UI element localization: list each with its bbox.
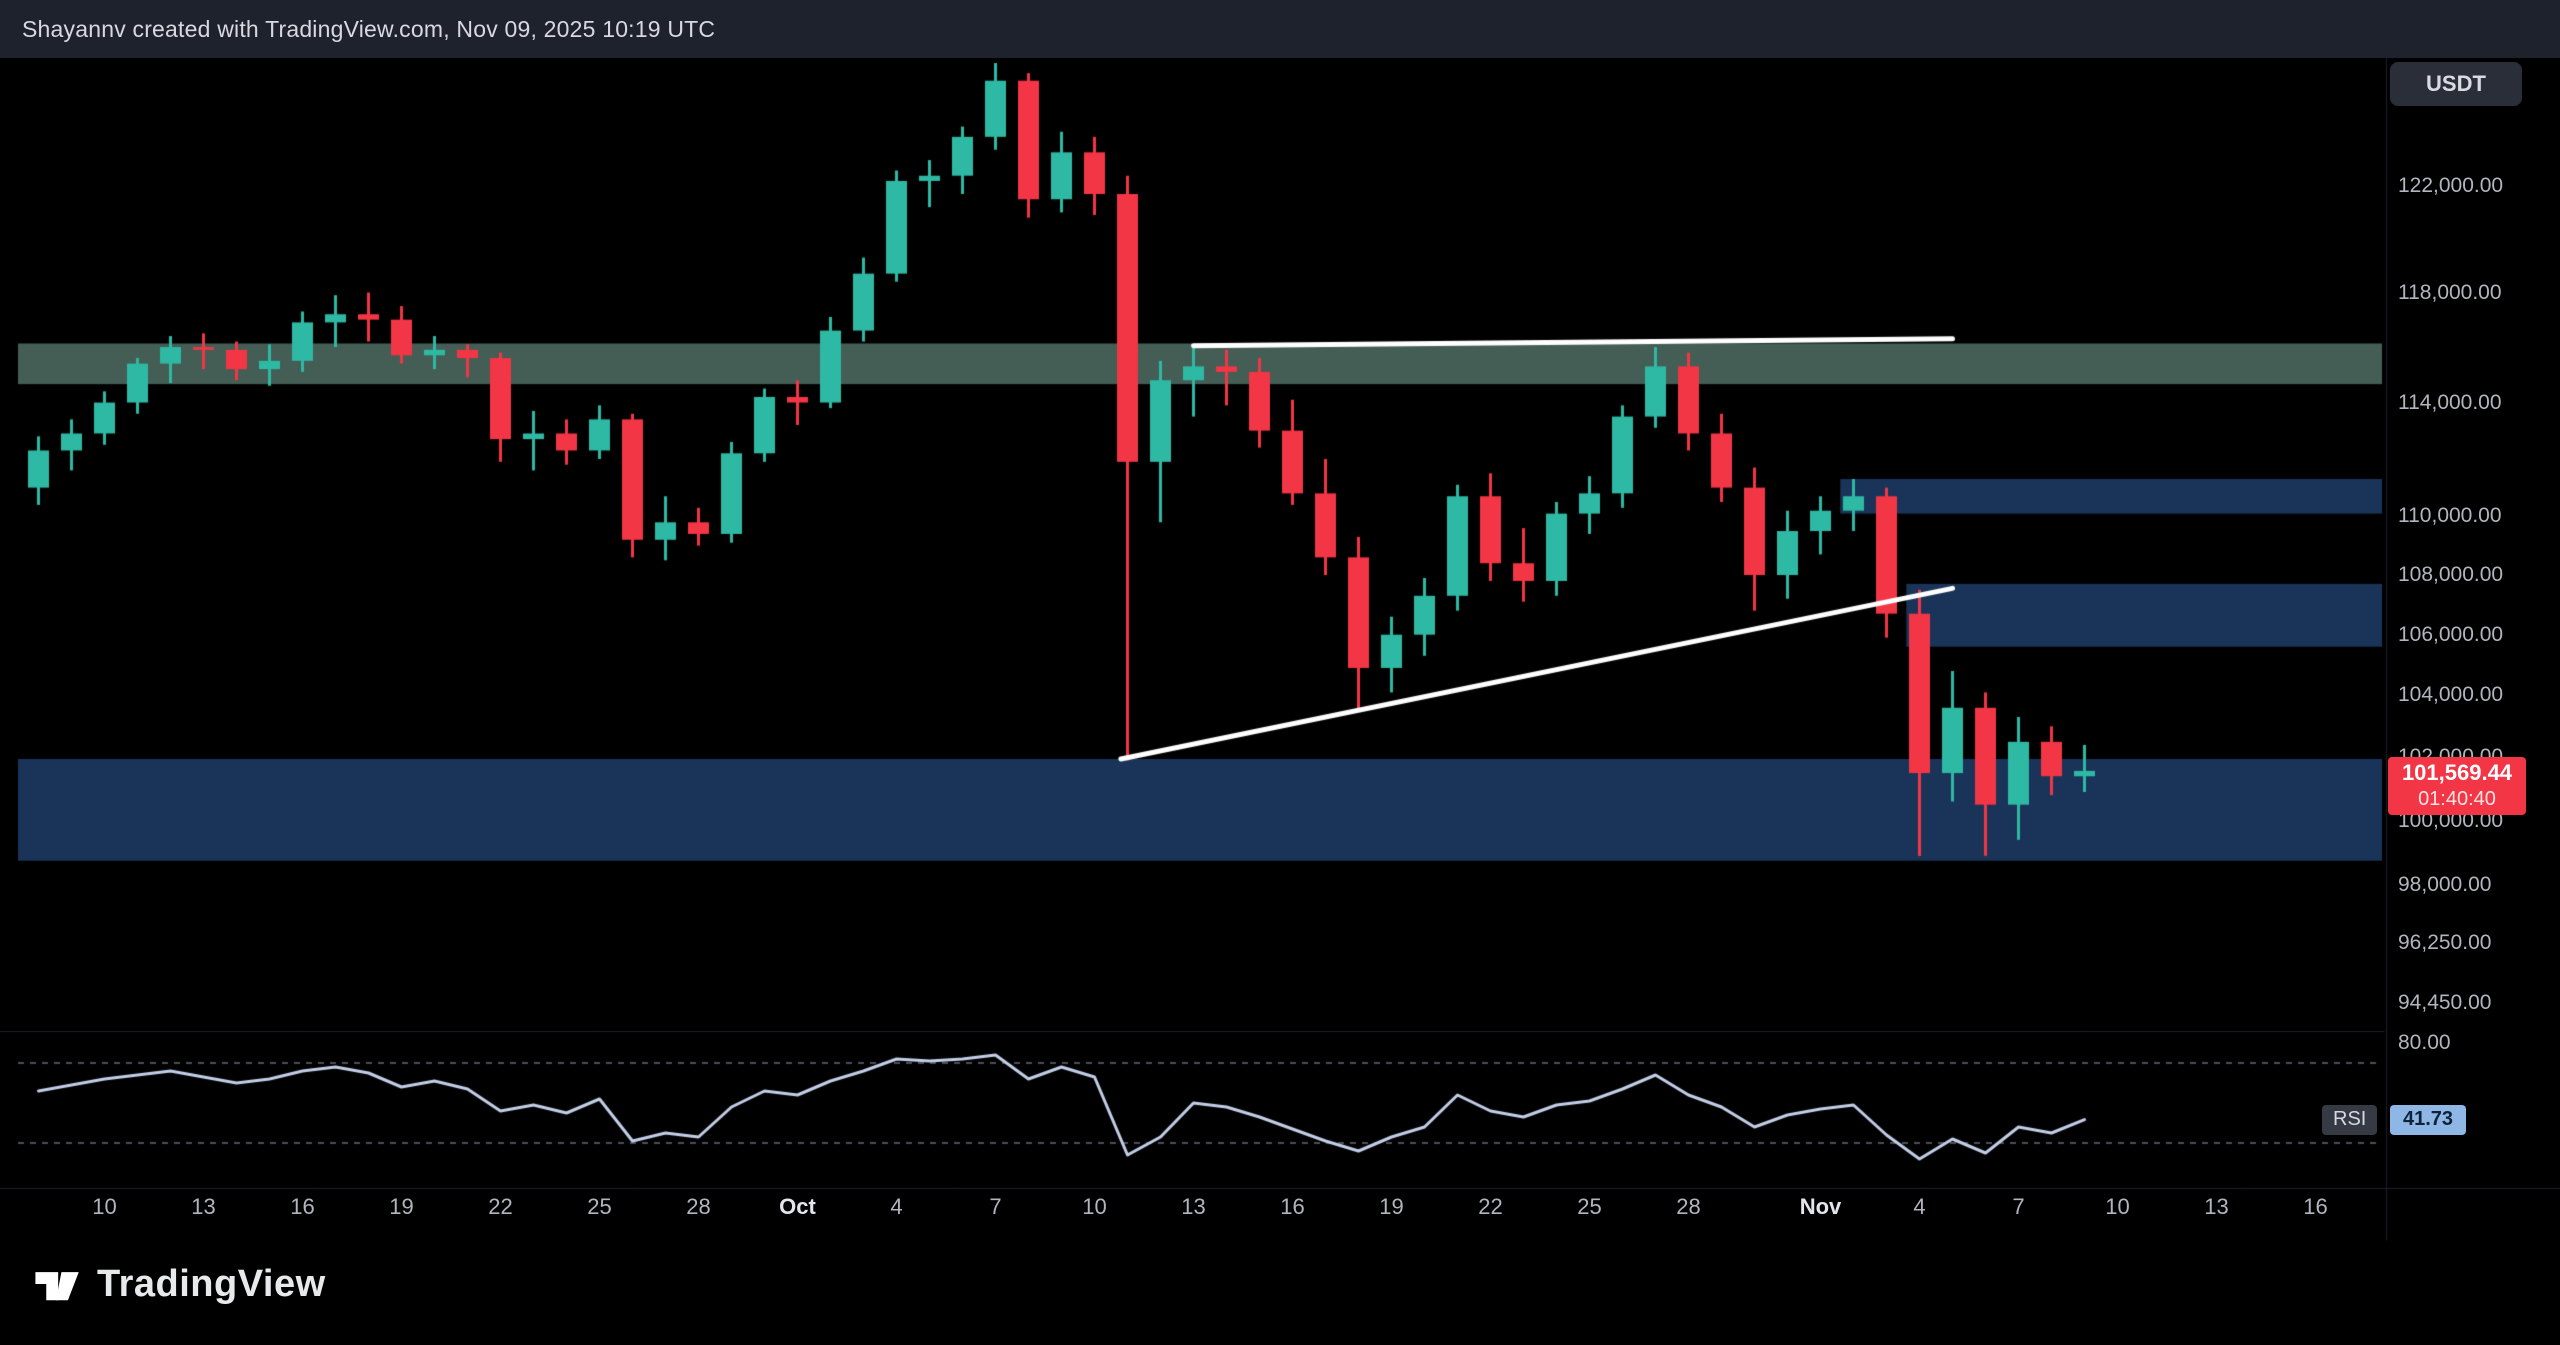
tradingview-logo[interactable]: TradingView <box>30 1258 326 1310</box>
tradingview-wordmark: TradingView <box>97 1262 326 1305</box>
candle-countdown: 01:40:40 <box>2418 787 2496 810</box>
tradingview-logo-icon <box>30 1258 82 1310</box>
rsi-indicator-badge[interactable]: RSI <box>2322 1104 2378 1135</box>
attribution-text: Shayannv created with TradingView.com, N… <box>22 15 716 42</box>
currency-toggle-button[interactable]: USDT <box>2390 62 2522 106</box>
last-price-value: 101,569.44 <box>2401 759 2513 785</box>
rsi-value-badge: 41.73 <box>2390 1104 2467 1135</box>
attribution-bar: Shayannv created with TradingView.com, N… <box>0 0 2560 58</box>
rsi-scale-tick: 80.00 <box>2398 1031 2451 1054</box>
last-price-label: 101,569.44 01:40:40 <box>2388 756 2526 815</box>
